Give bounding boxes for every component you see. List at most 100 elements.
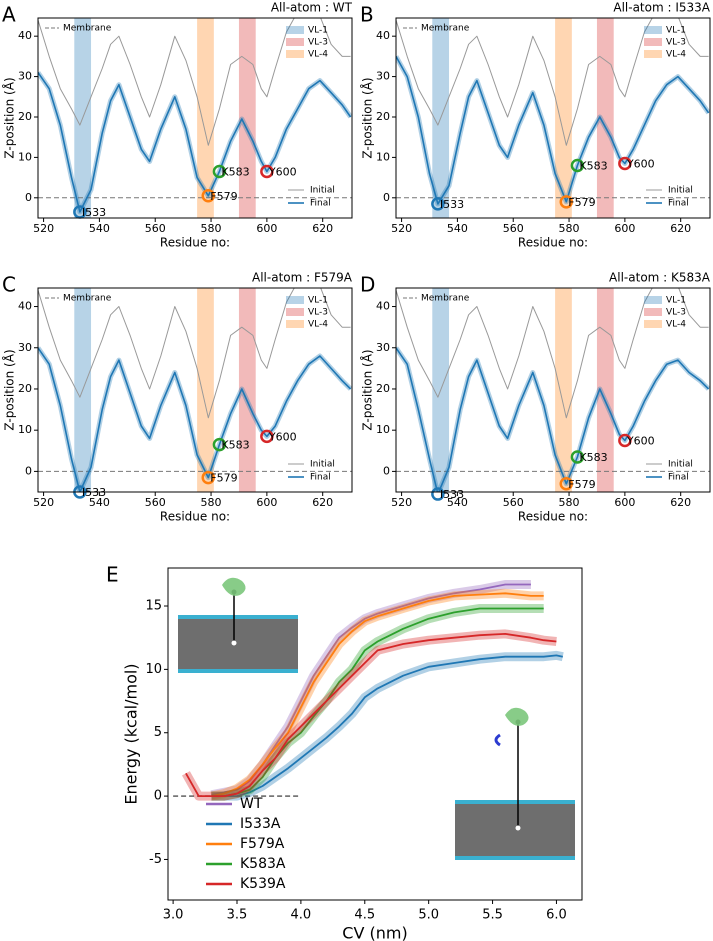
y-tick-label: 20 (376, 110, 390, 123)
legend-label: Initial (668, 186, 693, 196)
plot (38, 18, 352, 218)
panel-letter: C (2, 273, 16, 297)
legend-label: VL-3 (308, 308, 328, 318)
legend-swatch (644, 26, 662, 34)
y-tick-label: 30 (18, 341, 32, 354)
y-tick-label: 30 (376, 341, 390, 354)
annotation-marker (201, 470, 216, 485)
x-axis-label: CV (nm) (342, 924, 407, 941)
legend-label: VL-4 (666, 50, 686, 60)
x-tick-label: 580 (201, 222, 222, 235)
x-tick-label: 560 (145, 222, 166, 235)
x-tick-label: 520 (33, 496, 54, 509)
axes-frame (37, 287, 353, 493)
series-line (396, 18, 709, 146)
y-tick-label: 15 (145, 599, 162, 614)
legend-label: VL-4 (666, 320, 686, 330)
annotation-marker (260, 429, 274, 444)
region (238, 18, 256, 218)
annotation-label: F579 (210, 472, 237, 485)
axes-frame (395, 287, 711, 493)
x-tick-label: 620 (312, 496, 333, 509)
legend-swatch (286, 320, 304, 328)
legend-swatch (286, 50, 304, 58)
x-tick-label: 560 (145, 496, 166, 509)
legend-label: Final (310, 473, 331, 483)
region (555, 288, 572, 492)
legend-label: K583A (240, 856, 286, 872)
annotation-marker (212, 164, 227, 179)
annotation-marker (559, 195, 574, 209)
x-tick-label: 580 (559, 222, 580, 235)
legend-label: VL-3 (666, 38, 686, 48)
y-tick-label: 40 (376, 29, 390, 42)
series-line (211, 592, 544, 797)
x-tick-label: 560 (503, 222, 524, 235)
legend-label: I533A (240, 816, 281, 832)
legend-label: VL-3 (666, 308, 686, 318)
annotation-label: K583 (221, 166, 249, 179)
region (197, 288, 214, 492)
y-tick-label: 0 (25, 464, 32, 477)
legend-label: Initial (310, 460, 335, 470)
legend-label: Final (310, 199, 331, 209)
annotation-marker (618, 433, 632, 448)
x-tick-label: 580 (201, 496, 222, 509)
panel-title: All-atom : WT (271, 1, 353, 15)
annotation-marker (431, 197, 445, 211)
annotation-marker (570, 450, 585, 464)
y-axis-label: Z-position (Å) (2, 77, 17, 158)
x-tick-label: 5.5 (482, 908, 503, 923)
region (596, 288, 614, 492)
x-tick-label: 620 (312, 222, 333, 235)
inset-top (178, 577, 298, 673)
panel-letter: A (2, 3, 16, 27)
legend-swatch (644, 308, 662, 316)
annotation-marker (212, 437, 227, 452)
plot (38, 288, 352, 492)
annotation-label: K583 (579, 159, 607, 172)
y-axis-label: Z-position (Å) (2, 349, 17, 430)
legend-label: Membrane (421, 24, 470, 34)
y-tick-label: 0 (25, 191, 32, 204)
y-tick-label: 40 (376, 300, 390, 313)
legend-label: VL-1 (666, 296, 686, 306)
series-line (211, 654, 563, 797)
x-tick-label: 540 (89, 496, 110, 509)
annotation-marker (570, 158, 585, 173)
x-tick-label: 600 (256, 222, 277, 235)
plot (396, 288, 710, 492)
x-tick-label: 4.5 (354, 908, 375, 923)
legend-label: VL-4 (308, 50, 328, 60)
legend-label: F579A (240, 836, 285, 852)
region (238, 288, 256, 492)
panel-title: All-atom : F579A (252, 271, 353, 285)
y-tick-label: 40 (18, 29, 32, 42)
legend-label: Membrane (63, 294, 112, 304)
y-tick-label: 10 (18, 423, 32, 436)
x-tick-label: 600 (614, 496, 635, 509)
annotation-label: Y600 (268, 430, 297, 443)
y-tick-label: 10 (376, 150, 390, 163)
x-tick-label: 540 (447, 222, 468, 235)
series-line (38, 72, 352, 213)
series-line (396, 347, 710, 492)
annotation-label: F579 (210, 190, 237, 203)
series-line (38, 18, 351, 146)
region (596, 18, 614, 218)
y-tick-label: 5 (154, 725, 162, 740)
panel-letter: E (106, 563, 119, 587)
plot (173, 580, 564, 801)
y-tick-label: 10 (145, 662, 162, 677)
x-axis-label: Residue no: (160, 510, 230, 524)
region (555, 18, 572, 218)
y-tick-label: 40 (18, 300, 32, 313)
annotation-marker (260, 164, 274, 179)
x-tick-label: 3.0 (163, 908, 184, 923)
inset-bottom (455, 707, 575, 860)
x-tick-label: 520 (391, 496, 412, 509)
x-tick-label: 6.0 (546, 908, 567, 923)
legend-swatch (286, 38, 304, 46)
x-tick-label: 580 (559, 496, 580, 509)
